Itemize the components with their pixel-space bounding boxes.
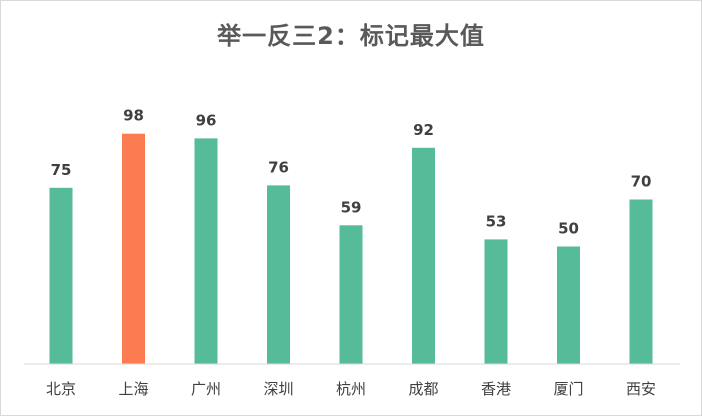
value-label-上海: 98 [123,107,144,125]
category-label-北京: 北京 [46,380,76,398]
value-label-厦门: 50 [558,220,579,238]
category-label-香港: 香港 [481,380,511,398]
category-label-深圳: 深圳 [263,380,293,398]
value-label-广州: 96 [196,111,217,129]
bar-西安 [629,199,653,364]
bar-香港 [484,239,508,364]
value-label-北京: 75 [51,161,72,179]
value-label-杭州: 59 [341,198,362,216]
value-labels-group: 75 98 96 76 59 92 53 50 70 [51,107,652,238]
value-label-香港: 53 [486,212,507,230]
category-label-成都: 成都 [408,380,438,398]
category-label-西安: 西安 [626,380,656,398]
bar-成都 [412,147,435,364]
value-label-成都: 92 [413,121,434,139]
category-label-厦门: 厦门 [553,380,583,398]
category-label-广州: 广州 [191,380,221,398]
chart-title: 举一反三2：标记最大值 [217,22,485,50]
value-label-西安: 70 [631,173,652,191]
bar-厦门 [557,246,580,364]
category-labels-group: 北京 上海 广州 深圳 杭州 成都 香港 厦门 西安 [46,380,656,398]
bar-深圳 [267,185,290,364]
bars-group [49,133,653,365]
value-label-深圳: 76 [268,158,289,176]
bar-上海 [122,133,145,364]
bar-北京 [49,187,73,365]
category-label-杭州: 杭州 [336,380,366,398]
bar-杭州 [339,225,363,364]
bar-广州 [194,138,218,364]
category-label-上海: 上海 [118,380,148,398]
